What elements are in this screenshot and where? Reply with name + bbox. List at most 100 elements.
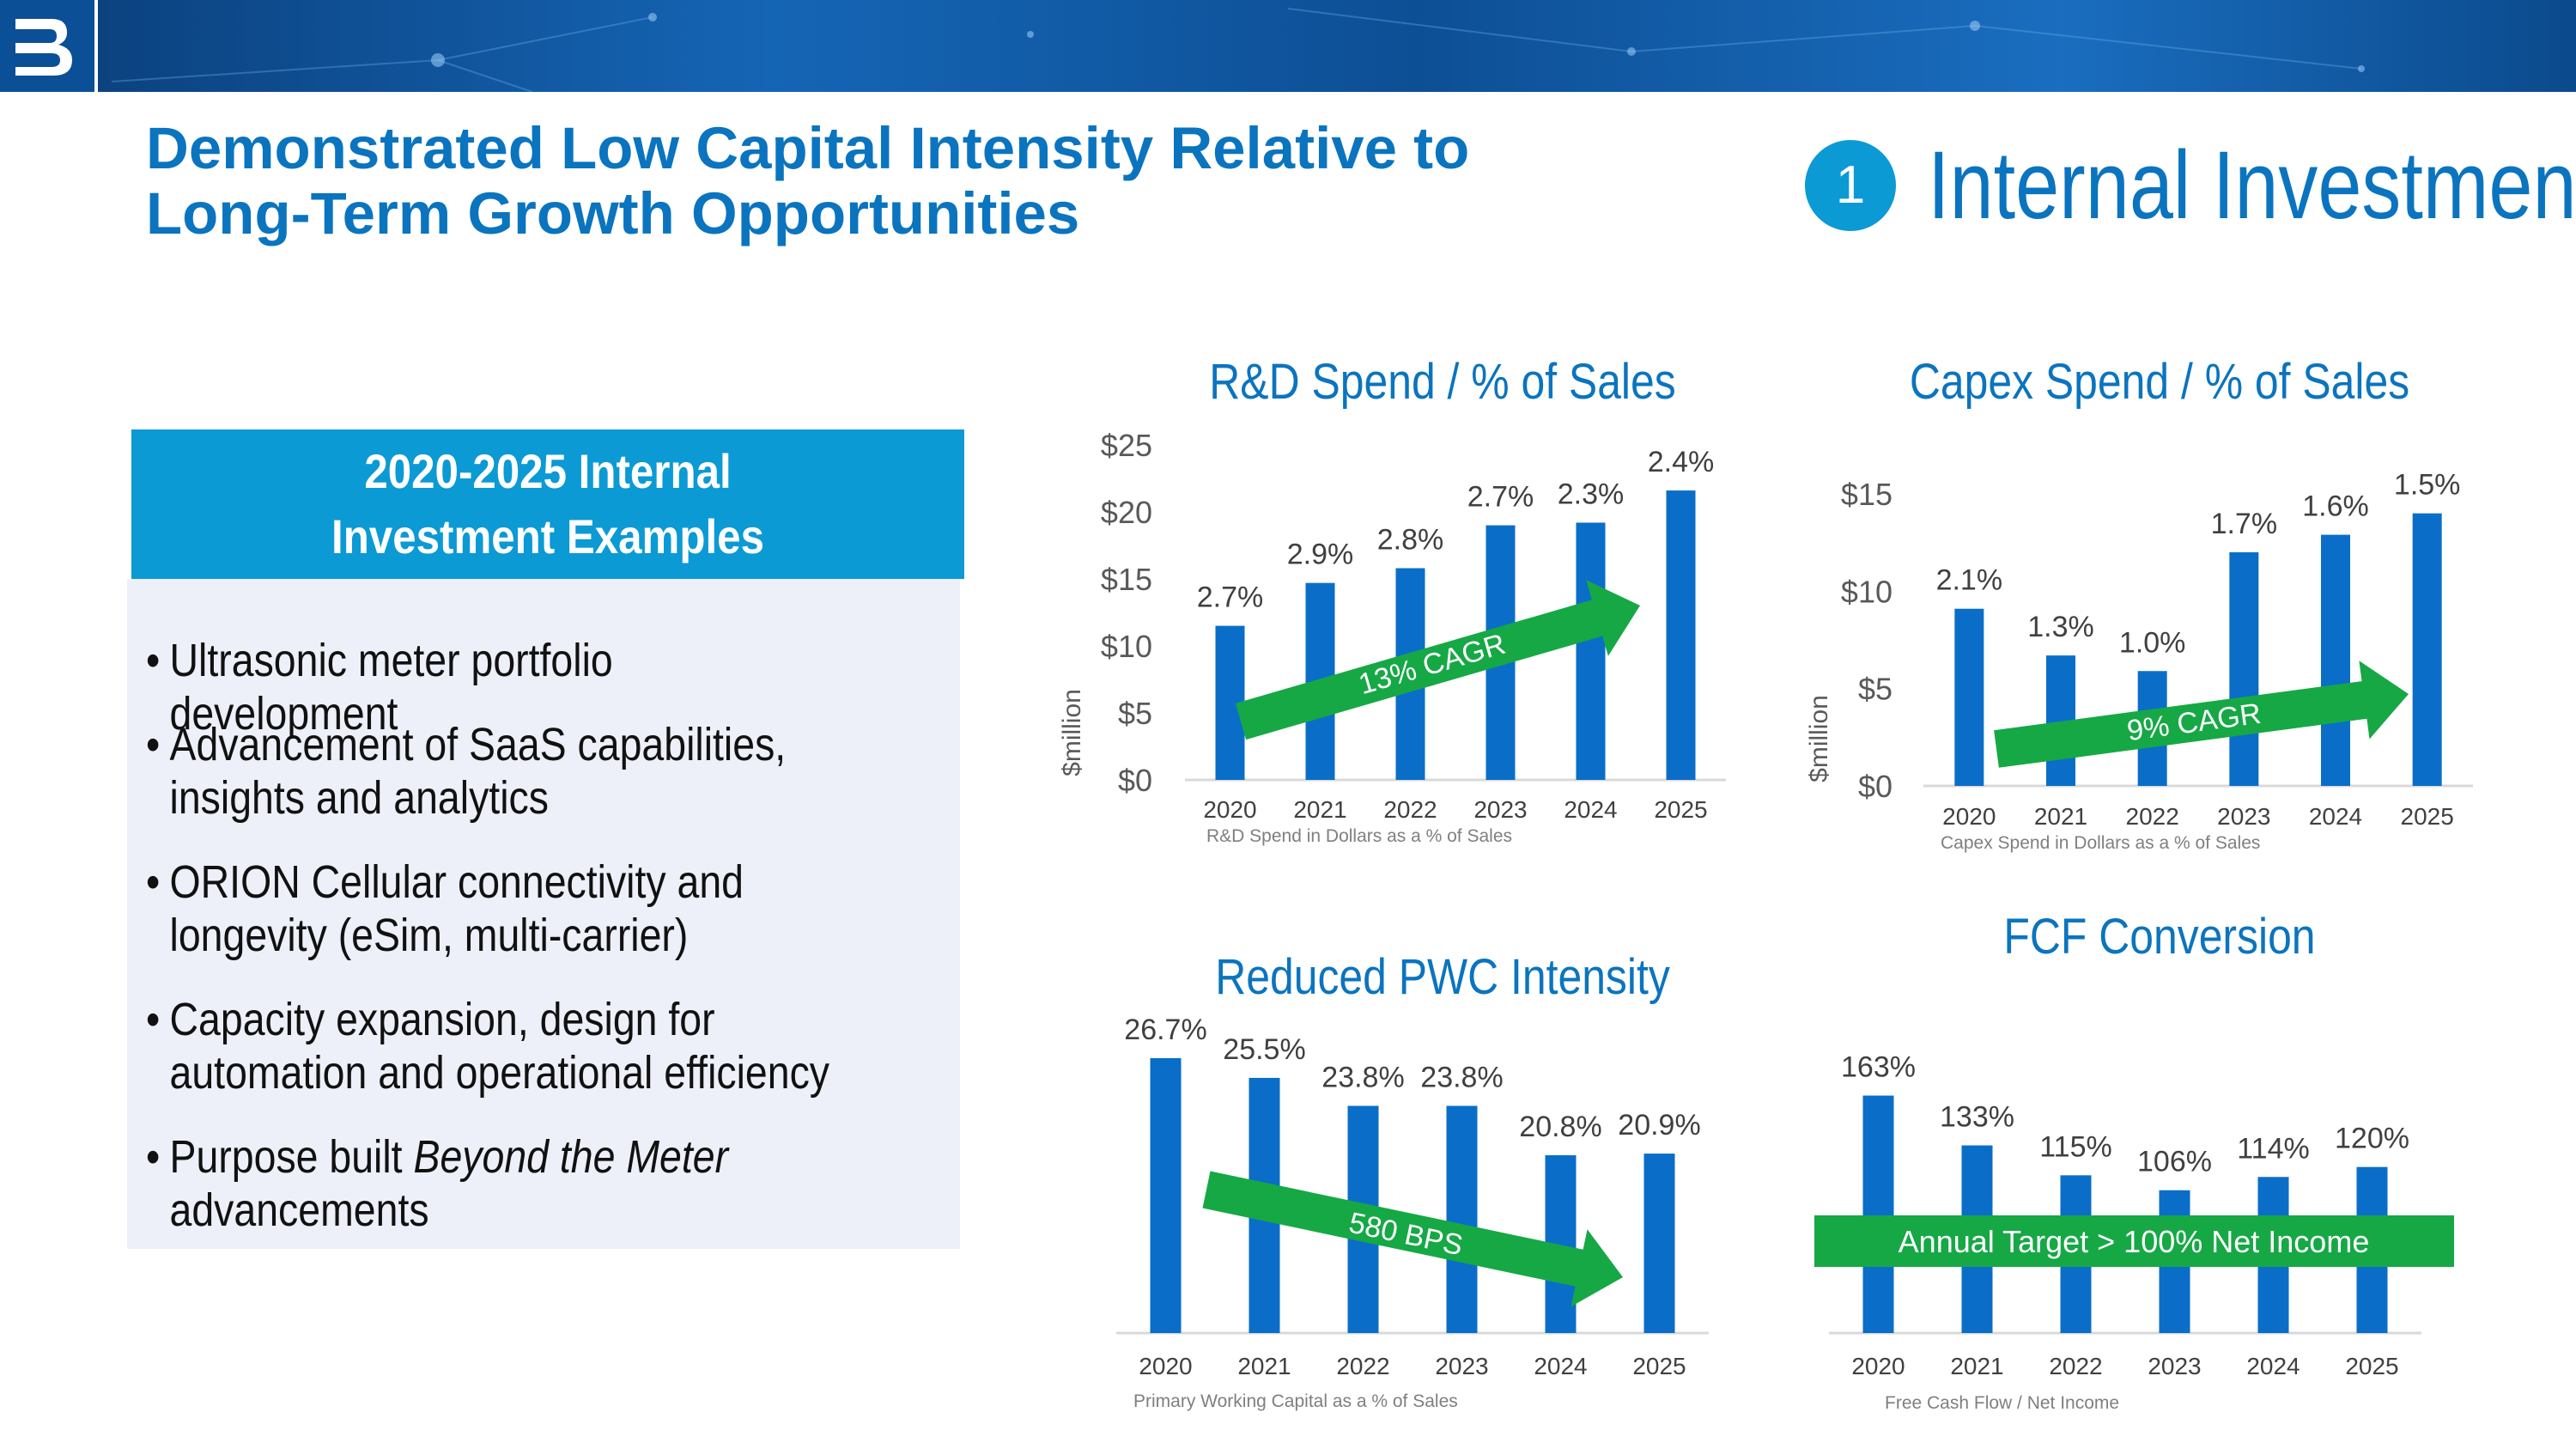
badger-meter-logo-icon bbox=[15, 19, 72, 76]
x-tick-label: 2022 bbox=[1336, 1353, 1389, 1379]
panel-heading-text: 2020-2025 Internal Investment Examples bbox=[331, 444, 764, 563]
x-tick-label: 2024 bbox=[2246, 1353, 2300, 1379]
bar bbox=[2412, 513, 2442, 786]
chart-title-capex: Capex Spend / % of Sales bbox=[1909, 354, 2410, 410]
y-tick-label: $25 bbox=[1101, 428, 1152, 463]
data-label: 26.7% bbox=[1124, 1014, 1206, 1046]
data-label: 2.1% bbox=[1936, 564, 2003, 597]
bullet-marker: • bbox=[146, 635, 161, 686]
y-tick-label: $5 bbox=[1118, 696, 1152, 731]
data-label: 115% bbox=[2039, 1130, 2111, 1163]
x-tick-label: 2024 bbox=[2309, 803, 2362, 830]
company-logo bbox=[0, 0, 98, 92]
y-tick-label: $5 bbox=[1858, 672, 1893, 707]
bar bbox=[1643, 1154, 1675, 1333]
y-tick-label: $15 bbox=[1101, 562, 1152, 597]
data-label: 1.6% bbox=[2302, 490, 2369, 523]
y-tick-label: $10 bbox=[1841, 574, 1893, 609]
bullet-text: Purpose built Beyond the Meter advanceme… bbox=[169, 1131, 729, 1236]
data-label: 23.8% bbox=[1321, 1062, 1404, 1094]
bullet-marker: • bbox=[146, 994, 161, 1045]
data-label: 106% bbox=[2137, 1146, 2212, 1178]
x-tick-label: 2024 bbox=[1534, 1353, 1587, 1379]
bullet-text: Advancement of SaaS capabilities, insigh… bbox=[169, 719, 787, 824]
x-tick-label: 2025 bbox=[1632, 1353, 1686, 1379]
bullet-text: ORION Cellular connectivity and longevit… bbox=[169, 856, 744, 961]
x-tick-label: 2024 bbox=[1564, 796, 1617, 823]
y-axis-label: $million bbox=[1805, 695, 1833, 782]
bar bbox=[2321, 534, 2350, 786]
data-label: 1.7% bbox=[2211, 508, 2278, 540]
panel-bullet-list: • Ultrasonic meter portfolio development… bbox=[127, 579, 960, 1249]
data-label: 1.3% bbox=[2027, 611, 2094, 643]
bullet-marker: • bbox=[146, 719, 161, 770]
data-label: 2.4% bbox=[1648, 446, 1715, 478]
bar bbox=[1576, 522, 1606, 780]
target-banner bbox=[1814, 1215, 2454, 1267]
bullet-emphasis: Beyond the Meter bbox=[413, 1131, 729, 1183]
data-label: 1.0% bbox=[2119, 626, 2186, 659]
x-tick-label: 2021 bbox=[1293, 796, 1346, 823]
chart-title-rd: R&D Spend / % of Sales bbox=[1209, 354, 1676, 410]
data-label: 2.8% bbox=[1377, 524, 1444, 557]
section-title: Internal Investment bbox=[1928, 131, 2576, 239]
bar bbox=[2229, 552, 2259, 786]
capex-spend-chart: $0 $5 $10 $15 $million 2020 2.1% 2021 1.3% 2022 1.… bbox=[1805, 469, 2473, 853]
bar bbox=[1446, 1105, 1478, 1333]
bullet-item: • ORION Cellular connectivity and longev… bbox=[146, 855, 840, 962]
fcf-conversion-chart: 2020 163% 2021 133% 2022 115% 2023 106% 2024 114%… bbox=[1814, 1051, 2454, 1413]
data-label: 1.5% bbox=[2394, 469, 2461, 502]
y-tick-label: $15 bbox=[1841, 477, 1893, 512]
bar bbox=[1150, 1057, 1182, 1333]
data-label: 2.3% bbox=[1558, 478, 1625, 510]
network-background-graphic bbox=[111, 8, 2365, 92]
pwc-intensity-chart: 2020 26.7% 2021 25.5% 2022 23.8% 2023 23.8% 2024… bbox=[1116, 1014, 1709, 1411]
bar bbox=[1666, 490, 1696, 780]
x-tick-label: 2023 bbox=[1435, 1353, 1488, 1379]
y-axis-label: $million bbox=[1058, 689, 1086, 776]
x-tick-label: 2021 bbox=[2034, 803, 2087, 830]
chart-footnote: R&D Spend in Dollars as a % of Sales bbox=[1206, 826, 1512, 846]
x-tick-label: 2025 bbox=[1654, 796, 1707, 823]
chart-footnote: Free Cash Flow / Net Income bbox=[1885, 1393, 2119, 1413]
x-tick-label: 2022 bbox=[2126, 803, 2179, 830]
bullet-item: • Advancement of SaaS capabilities, insi… bbox=[146, 718, 840, 825]
bullet-item: • Capacity expansion, design for automat… bbox=[146, 993, 840, 1099]
x-tick-label: 2020 bbox=[1851, 1353, 1905, 1379]
y-tick-label: $20 bbox=[1101, 495, 1152, 530]
panel-heading: 2020-2025 Internal Investment Examples bbox=[131, 429, 964, 579]
bullet-text: Ultrasonic meter portfolio development bbox=[169, 635, 613, 740]
data-label: 133% bbox=[1940, 1101, 2014, 1134]
data-label: 163% bbox=[1841, 1051, 1916, 1084]
header-banner bbox=[0, 0, 2576, 92]
x-tick-label: 2023 bbox=[2217, 803, 2270, 830]
data-label: 20.8% bbox=[1519, 1111, 1601, 1143]
x-tick-label: 2021 bbox=[1237, 1353, 1291, 1379]
rd-spend-chart: $0 $5 $10 $15 $20 $25 $million 2020 2.7% 2021 2.9%… bbox=[1058, 428, 1726, 846]
x-tick-label: 2023 bbox=[1473, 796, 1527, 823]
x-tick-label: 2020 bbox=[1139, 1353, 1192, 1379]
trend-arrow-shape bbox=[1994, 661, 2409, 768]
page-title: Demonstrated Low Capital Intensity Relat… bbox=[146, 115, 1470, 247]
data-label: 2.7% bbox=[1197, 581, 1264, 614]
data-label: 23.8% bbox=[1420, 1062, 1503, 1094]
x-tick-label: 2025 bbox=[2401, 803, 2454, 830]
data-label: 2.9% bbox=[1287, 539, 1354, 571]
chart-footnote: Capex Spend in Dollars as a % of Sales bbox=[1941, 833, 2260, 853]
x-tick-label: 2020 bbox=[1203, 796, 1256, 823]
bullet-marker: • bbox=[146, 1131, 161, 1183]
data-label: 20.9% bbox=[1618, 1109, 1700, 1142]
chart-title-pwc: Reduced PWC Intensity bbox=[1215, 949, 1670, 1005]
data-label: 25.5% bbox=[1223, 1033, 1305, 1066]
x-tick-label: 2022 bbox=[2049, 1353, 2102, 1379]
data-label: 120% bbox=[2335, 1123, 2409, 1155]
chart-footnote: Primary Working Capital as a % of Sales bbox=[1133, 1391, 1458, 1411]
data-label: 114% bbox=[2237, 1132, 2309, 1165]
data-label: 2.7% bbox=[1467, 481, 1534, 514]
y-tick-label: $10 bbox=[1101, 629, 1152, 664]
bar bbox=[1954, 608, 1984, 786]
bullet-item: • Ultrasonic meter portfolio development bbox=[146, 634, 840, 740]
bullet-marker: • bbox=[146, 856, 161, 908]
y-tick-label: $0 bbox=[1858, 769, 1893, 804]
x-tick-label: 2023 bbox=[2148, 1353, 2201, 1379]
